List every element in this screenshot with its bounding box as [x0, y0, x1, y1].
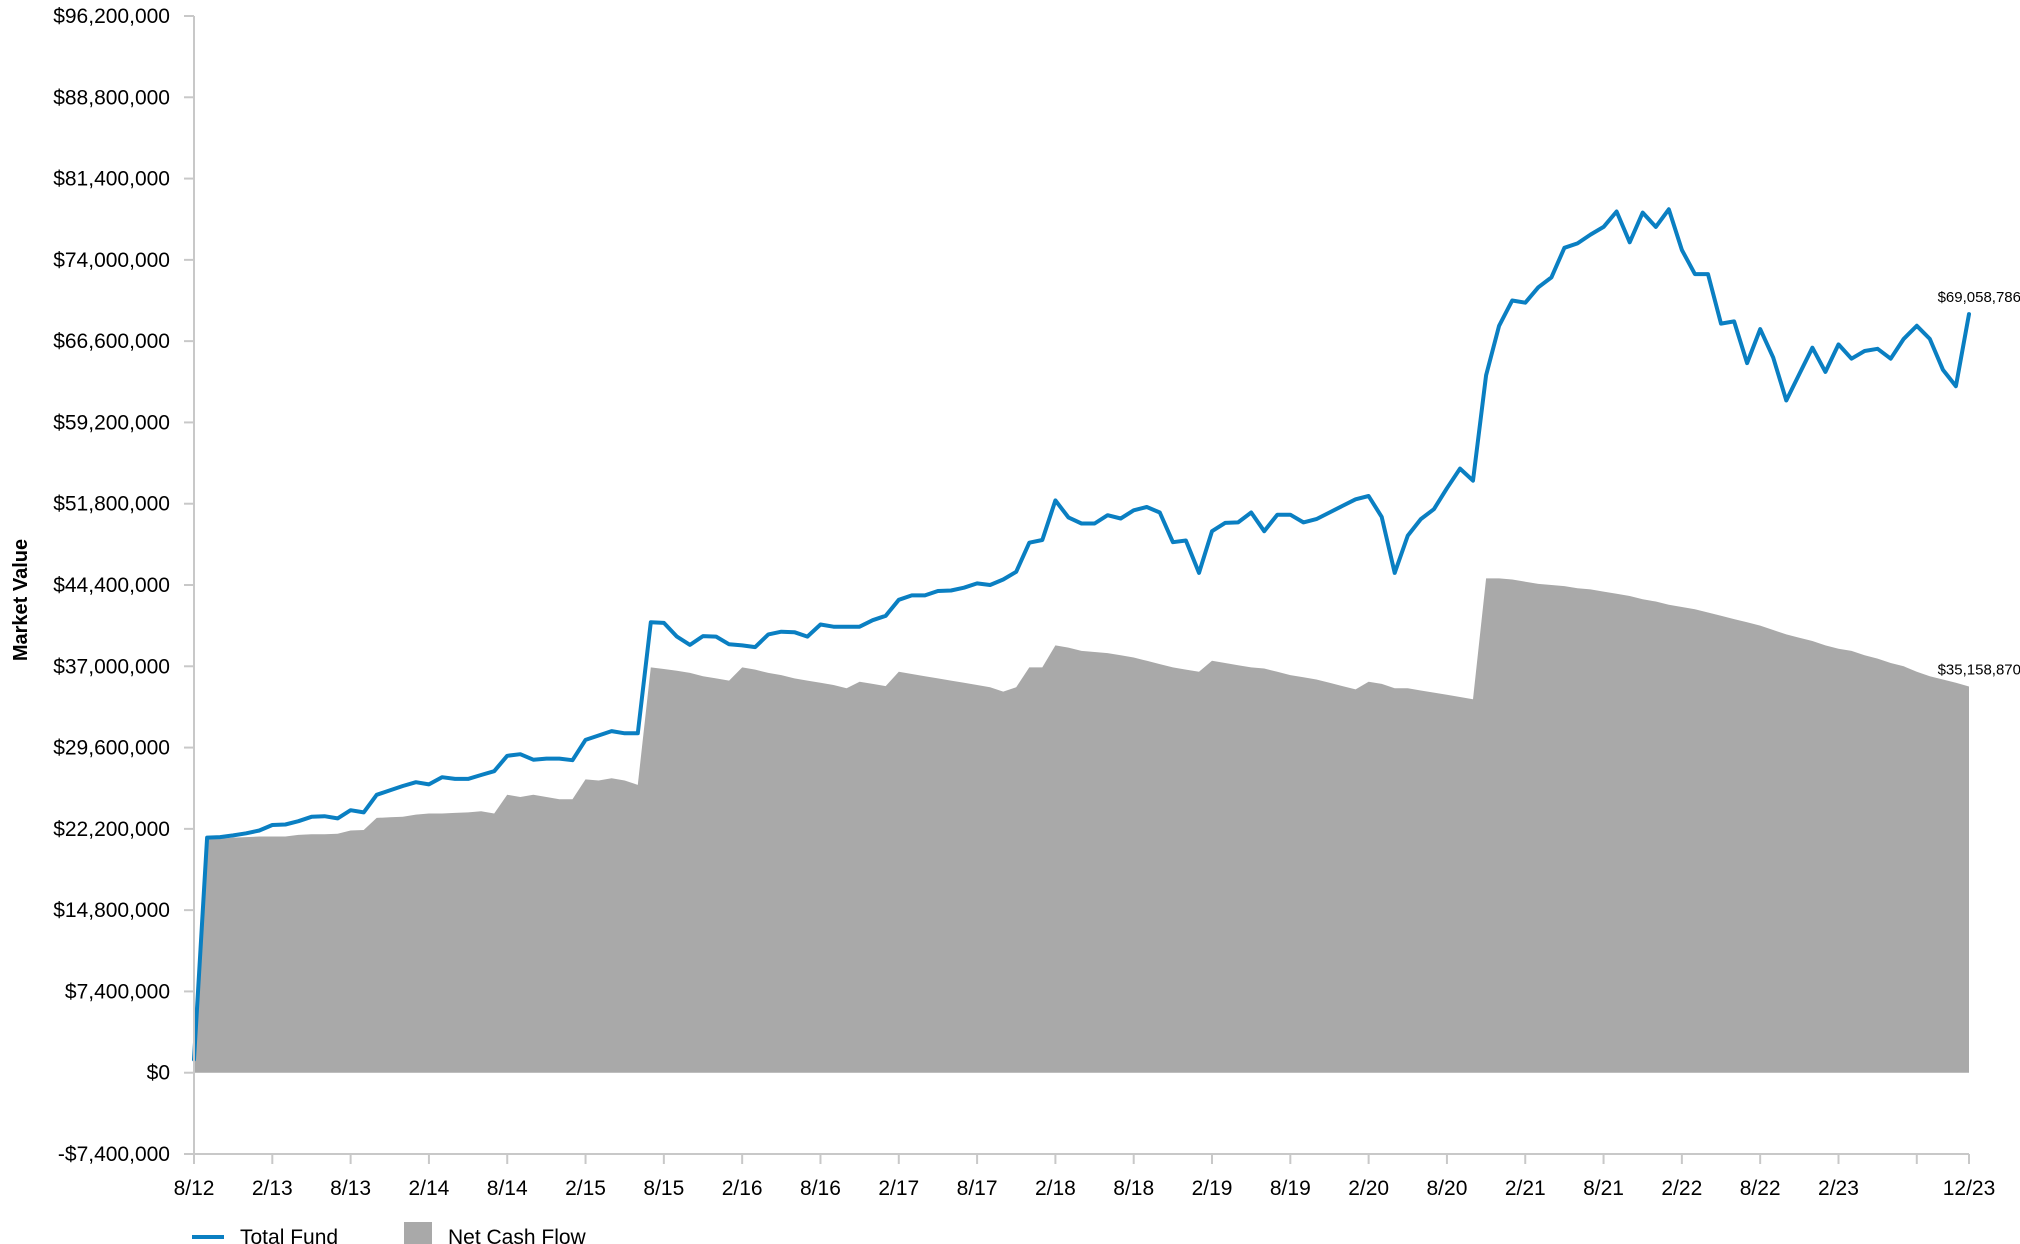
net-cash-flow-area — [194, 578, 1969, 1073]
y-tick-label: $51,800,000 — [53, 493, 170, 516]
x-tick-label: 12/23 — [1943, 1177, 1996, 1200]
x-tick-label: 2/17 — [878, 1177, 919, 1200]
legend-item-total-fund[interactable]: Total Fund — [192, 1226, 338, 1244]
x-tick-label: 2/18 — [1035, 1177, 1076, 1200]
y-tick-label: $7,400,000 — [65, 980, 170, 1003]
series-end-value-label: $69,058,786 — [1938, 289, 2020, 306]
y-tick-label: $88,800,000 — [53, 86, 170, 109]
y-tick-label: $81,400,000 — [53, 168, 170, 191]
y-tick-label: $22,200,000 — [53, 818, 170, 841]
x-tick-label: 8/13 — [330, 1177, 371, 1200]
legend-area-swatch — [404, 1222, 432, 1244]
x-tick-label: 8/17 — [957, 1177, 998, 1200]
x-tick-label: 2/20 — [1348, 1177, 1389, 1200]
x-tick-label: 8/22 — [1740, 1177, 1781, 1200]
y-tick-label: $66,600,000 — [53, 330, 170, 353]
x-tick-label: 2/14 — [408, 1177, 449, 1200]
legend: Total Fund Net Cash Flow — [192, 1222, 587, 1244]
total-fund-line — [192, 207, 1971, 1062]
line-layer — [192, 207, 1971, 1062]
x-tick-label: 8/21 — [1583, 1177, 1624, 1200]
y-tick-label: $59,200,000 — [53, 411, 170, 434]
x-tick-label: 2/21 — [1505, 1177, 1546, 1200]
x-tick-label: 2/22 — [1661, 1177, 1702, 1200]
y-tick-label: $29,600,000 — [53, 737, 170, 760]
y-tick-label: $44,400,000 — [53, 574, 170, 597]
x-tick-label: 2/15 — [565, 1177, 606, 1200]
end-labels: $69,058,786 $35,158,870 — [1938, 289, 2020, 678]
y-axis-ticks: $96,200,000 $88,800,000 $81,400,000 $74,000… — [53, 5, 194, 1166]
area-layer — [194, 578, 1969, 1073]
legend-item-net-cash-flow[interactable]: Net Cash Flow — [404, 1222, 587, 1244]
y-tick-label: -$7,400,000 — [58, 1143, 170, 1166]
x-tick-label: 8/16 — [800, 1177, 841, 1200]
y-tick-label: $74,000,000 — [53, 249, 170, 272]
x-tick-label: 2/16 — [722, 1177, 763, 1200]
legend-label-net-cash-flow: Net Cash Flow — [448, 1226, 587, 1244]
y-tick-label: $0 — [147, 1062, 170, 1085]
y-tick-label: $37,000,000 — [53, 655, 170, 678]
y-tick-label: $96,200,000 — [53, 5, 170, 28]
x-tick-label: 8/14 — [487, 1177, 528, 1200]
x-tick-label: 8/20 — [1427, 1177, 1468, 1200]
x-tick-label: 8/19 — [1270, 1177, 1311, 1200]
x-tick-label: 8/18 — [1113, 1177, 1154, 1200]
y-tick-label: $14,800,000 — [53, 899, 170, 922]
x-tick-label: 8/12 — [174, 1177, 215, 1200]
x-tick-label: 2/19 — [1192, 1177, 1233, 1200]
legend-label-total-fund: Total Fund — [240, 1226, 338, 1244]
x-tick-label: 8/15 — [643, 1177, 684, 1200]
series-end-value-label: $35,158,870 — [1938, 662, 2020, 679]
y-axis-title: Market Value — [10, 539, 32, 661]
x-tick-label: 2/23 — [1818, 1177, 1859, 1200]
x-tick-label: 2/13 — [252, 1177, 293, 1200]
x-axis-ticks: 8/12 2/13 8/13 2/14 8/14 2/15 8/15 2/16 8/16 2/17… — [174, 1154, 1996, 1200]
